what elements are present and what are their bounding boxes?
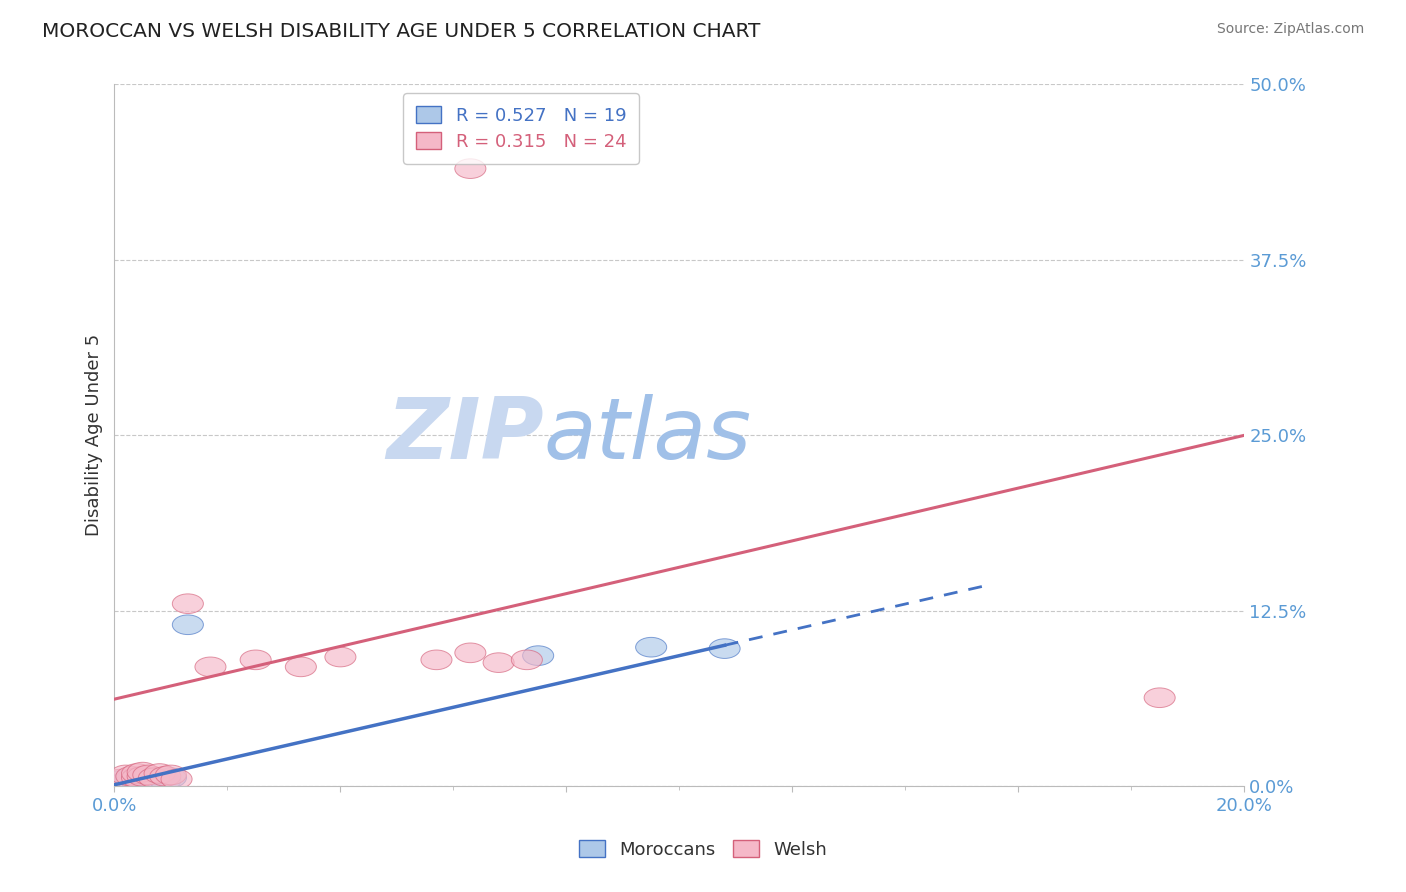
Ellipse shape	[115, 766, 146, 786]
Ellipse shape	[110, 772, 141, 792]
Ellipse shape	[121, 772, 152, 792]
Ellipse shape	[121, 768, 152, 788]
Ellipse shape	[115, 769, 146, 789]
Legend: Moroccans, Welsh: Moroccans, Welsh	[568, 830, 838, 870]
Legend: R = 0.527   N = 19, R = 0.315   N = 24: R = 0.527 N = 19, R = 0.315 N = 24	[404, 94, 638, 163]
Ellipse shape	[143, 769, 176, 789]
Ellipse shape	[240, 650, 271, 670]
Text: Source: ZipAtlas.com: Source: ZipAtlas.com	[1216, 22, 1364, 37]
Ellipse shape	[132, 772, 165, 792]
Ellipse shape	[1144, 688, 1175, 707]
Ellipse shape	[454, 159, 486, 178]
Ellipse shape	[127, 763, 159, 782]
Ellipse shape	[138, 768, 170, 788]
Text: MOROCCAN VS WELSH DISABILITY AGE UNDER 5 CORRELATION CHART: MOROCCAN VS WELSH DISABILITY AGE UNDER 5…	[42, 22, 761, 41]
Ellipse shape	[110, 765, 141, 785]
Ellipse shape	[121, 764, 152, 783]
Ellipse shape	[285, 657, 316, 677]
Ellipse shape	[454, 643, 486, 663]
Ellipse shape	[149, 766, 181, 786]
Ellipse shape	[325, 648, 356, 667]
Ellipse shape	[156, 765, 187, 785]
Ellipse shape	[149, 771, 181, 790]
Ellipse shape	[636, 638, 666, 657]
Ellipse shape	[104, 769, 135, 789]
Ellipse shape	[104, 771, 135, 790]
Ellipse shape	[484, 653, 515, 673]
Ellipse shape	[512, 650, 543, 670]
Ellipse shape	[121, 768, 152, 788]
Ellipse shape	[127, 769, 159, 789]
Ellipse shape	[132, 765, 165, 785]
Ellipse shape	[115, 772, 146, 792]
Ellipse shape	[127, 771, 159, 790]
Ellipse shape	[173, 615, 204, 634]
Ellipse shape	[162, 769, 193, 789]
Ellipse shape	[156, 768, 187, 788]
Ellipse shape	[132, 768, 165, 788]
Ellipse shape	[173, 594, 204, 614]
Ellipse shape	[127, 766, 159, 786]
Y-axis label: Disability Age Under 5: Disability Age Under 5	[86, 334, 103, 536]
Text: atlas: atlas	[544, 393, 752, 477]
Ellipse shape	[420, 650, 451, 670]
Ellipse shape	[138, 771, 170, 790]
Ellipse shape	[138, 769, 170, 789]
Ellipse shape	[143, 764, 176, 783]
Ellipse shape	[709, 639, 740, 658]
Text: ZIP: ZIP	[387, 393, 544, 477]
Ellipse shape	[195, 657, 226, 677]
Ellipse shape	[523, 646, 554, 665]
